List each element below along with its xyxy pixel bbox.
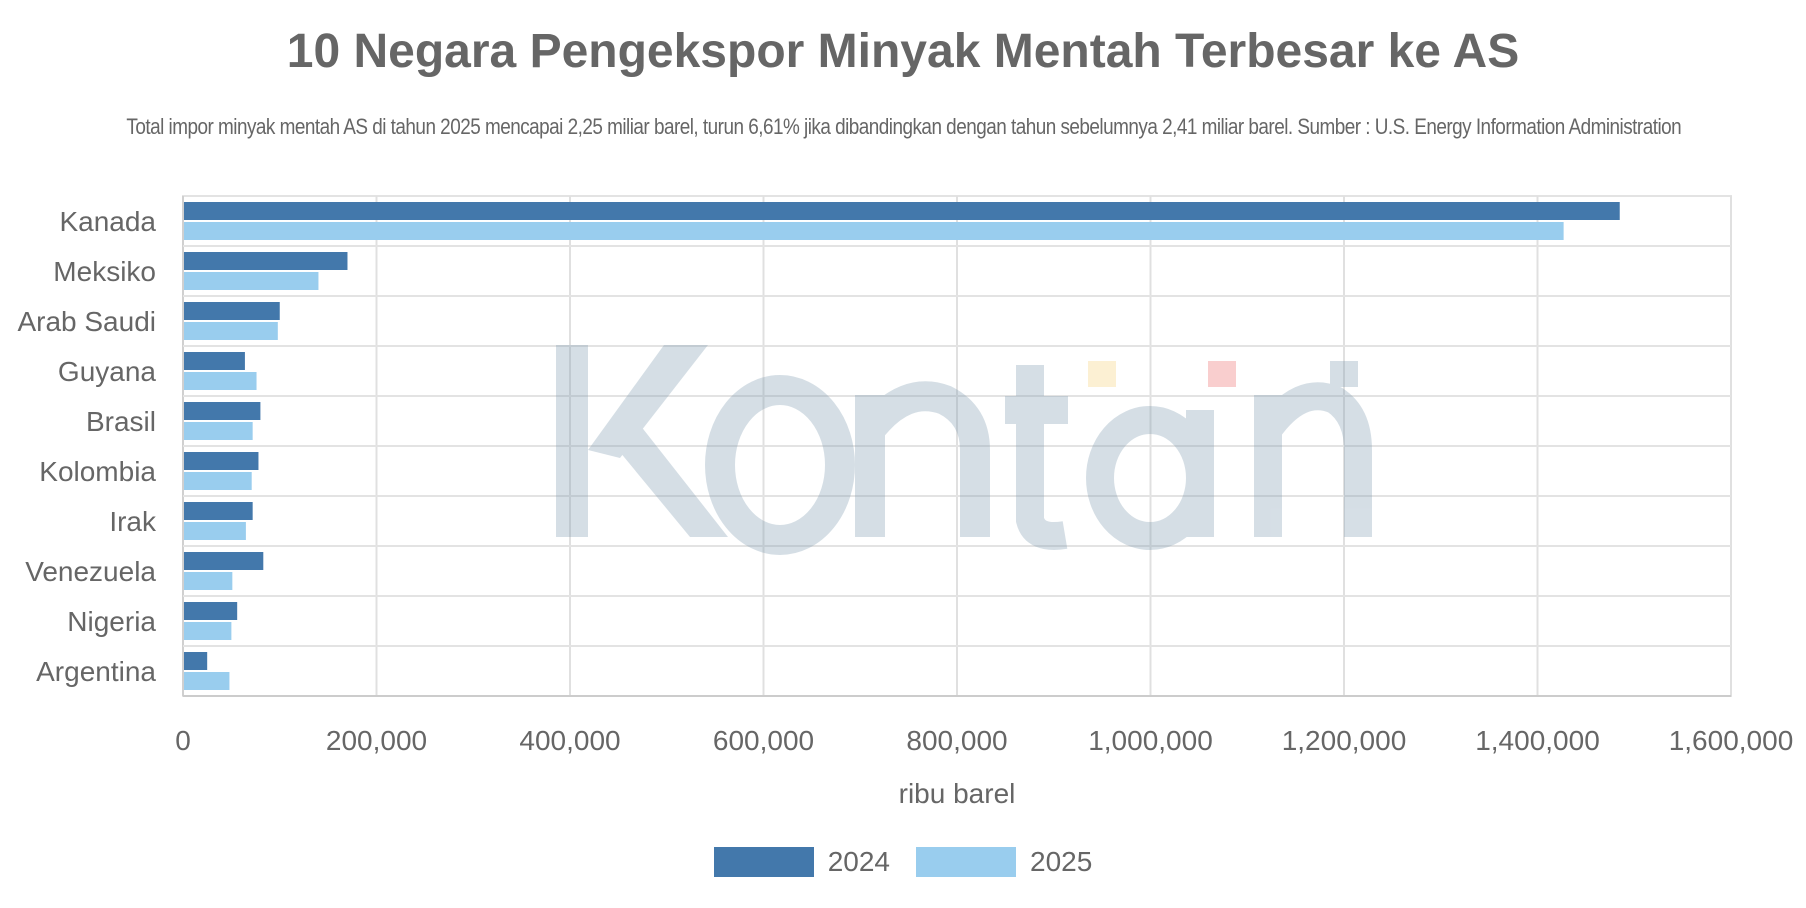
category-label: Meksiko [53, 256, 156, 287]
bar-2025-arab-saudi[interactable] [184, 322, 278, 340]
watermark-blue-square [1330, 361, 1358, 387]
watermark-letter-k-stem [556, 345, 588, 537]
watermark-red-square [1208, 361, 1236, 387]
watermark-letter-o [705, 375, 855, 555]
x-tick-label: 0 [175, 725, 191, 756]
x-tick-label: 200,000 [326, 725, 427, 756]
bar-2024-venezuela[interactable] [184, 552, 264, 570]
legend-label-2025: 2025 [1030, 846, 1093, 877]
x-tick-label: 1,400,000 [1475, 725, 1600, 756]
x-tick-label: 1,600,000 [1669, 725, 1794, 756]
x-tick-label: 600,000 [713, 725, 814, 756]
x-tick-label: 1,000,000 [1088, 725, 1213, 756]
x-tick-label: 1,200,000 [1282, 725, 1407, 756]
watermark-letter-k-leg [610, 425, 728, 537]
category-label: Venezuela [25, 556, 156, 587]
bar-2025-guyana[interactable] [184, 372, 257, 390]
bar-2024-irak[interactable] [184, 502, 253, 520]
x-tick-labels: 0 200,000 400,000 600,000 800,000 1,000,000 1,… [175, 725, 1793, 756]
legend-swatch-2025 [916, 847, 1016, 877]
watermark-letter-a-stem [1186, 410, 1214, 537]
bar-2025-argentina[interactable] [184, 672, 230, 690]
chart-subtitle: Total impor minyak mentah AS di tahun 20… [126, 114, 1682, 139]
legend: 2024 2025 [0, 846, 1806, 878]
bars [184, 202, 1620, 690]
bar-2025-irak[interactable] [184, 522, 246, 540]
bar-2024-argentina[interactable] [184, 652, 208, 670]
bar-2024-arab-saudi[interactable] [184, 302, 280, 320]
watermark-yellow-square [1088, 361, 1116, 387]
category-label: Nigeria [67, 606, 156, 637]
bar-2025-kolombia[interactable] [184, 472, 252, 490]
watermark-letter-t [1005, 365, 1068, 550]
watermark-letter-n2 [1254, 382, 1372, 537]
watermark-letter-k-arm [588, 345, 708, 458]
bar-2024-kolombia[interactable] [184, 452, 259, 470]
bar-2024-meksiko[interactable] [184, 252, 348, 270]
category-label: Guyana [58, 356, 156, 387]
category-label: Kanada [59, 206, 156, 237]
category-label: Irak [109, 506, 157, 537]
bar-2025-kanada[interactable] [184, 222, 1564, 240]
category-label: Arab Saudi [17, 306, 156, 337]
legend-label-2024: 2024 [827, 846, 890, 877]
legend-item-2024[interactable]: 2024 [713, 846, 890, 878]
bar-2024-guyana[interactable] [184, 352, 245, 370]
bar-2025-nigeria[interactable] [184, 622, 232, 640]
bar-2025-venezuela[interactable] [184, 572, 233, 590]
chart-title: 10 Negara Pengekspor Minyak Mentah Terbe… [286, 25, 1520, 78]
category-label: Brasil [86, 406, 156, 437]
bar-2024-kanada[interactable] [184, 202, 1620, 220]
bar-2025-brasil[interactable] [184, 422, 253, 440]
bar-2024-brasil[interactable] [184, 402, 261, 420]
bar-2024-nigeria[interactable] [184, 602, 238, 620]
watermark-letter-n [855, 381, 990, 537]
x-tick-label: 400,000 [519, 725, 620, 756]
category-labels: Kanada Meksiko Arab Saudi Guyana Brasil Kolom… [17, 206, 157, 687]
category-label: Kolombia [39, 456, 156, 487]
legend-swatch-2024 [713, 847, 814, 877]
watermark [556, 345, 1372, 555]
bar-2025-meksiko[interactable] [184, 272, 319, 290]
x-axis-title: ribu barel [899, 778, 1016, 809]
watermark-letter-a [1086, 406, 1214, 550]
x-tick-label: 800,000 [906, 725, 1007, 756]
category-label: Argentina [36, 656, 156, 687]
grid-lines [182, 195, 1732, 697]
legend-item-2025[interactable]: 2025 [916, 846, 1092, 878]
